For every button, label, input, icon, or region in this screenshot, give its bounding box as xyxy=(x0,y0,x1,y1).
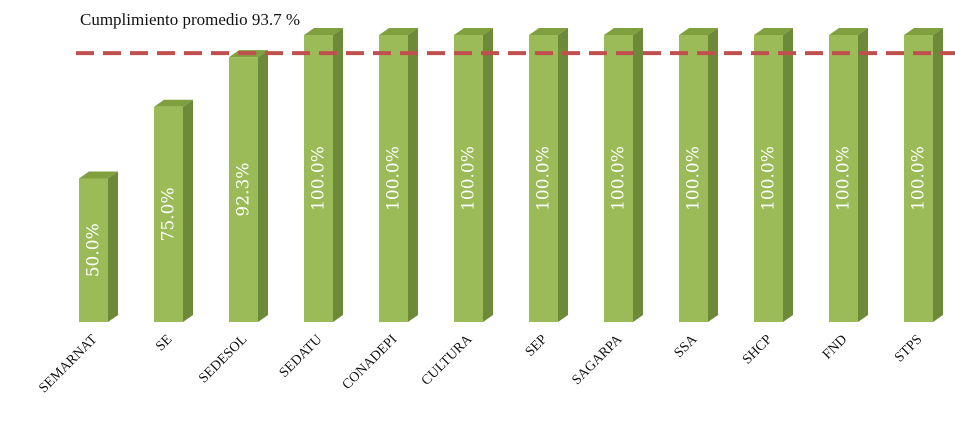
bar-sagarpa: 100.0% xyxy=(604,28,643,322)
category-label: SE xyxy=(153,332,175,354)
bar-conadepi: 100.0% xyxy=(379,28,418,322)
bar-side xyxy=(783,28,793,322)
bar-se: 75.0% xyxy=(154,99,193,322)
category-label: CONADEPI xyxy=(340,332,401,393)
bar-side xyxy=(408,28,418,322)
bar-side xyxy=(108,171,118,322)
bar-stps: 100.0% xyxy=(904,28,943,322)
average-label: Cumplimiento promedio 93.7 % xyxy=(80,10,300,29)
value-label: 100.0% xyxy=(759,146,779,211)
bar-side xyxy=(183,99,193,322)
bars-layer: 50.0% 75.0% 92.3% 100.0% 100.0% 100.0% 100.0% 1… xyxy=(79,28,943,322)
bar-front xyxy=(604,35,633,322)
bar-shcp: 100.0% xyxy=(754,28,793,322)
bar-side xyxy=(558,28,568,322)
category-label: CULTURA xyxy=(419,332,476,389)
bar-top xyxy=(829,28,868,35)
bar-sedesol: 92.3% xyxy=(229,50,268,322)
bar-front xyxy=(154,106,183,322)
category-label: SAGARPA xyxy=(569,332,626,389)
bar-semarnat: 50.0% xyxy=(79,171,118,322)
bar-top xyxy=(904,28,943,35)
value-label: 50.0% xyxy=(84,223,104,277)
bar-top xyxy=(454,28,493,35)
bar-top xyxy=(304,28,343,35)
bar-front xyxy=(529,35,558,322)
category-label: FND xyxy=(820,332,850,362)
bar-front xyxy=(679,35,708,322)
bar-front xyxy=(454,35,483,322)
bar-front xyxy=(229,57,258,322)
bar-side xyxy=(933,28,943,322)
bar-cultura: 100.0% xyxy=(454,28,493,322)
value-label: 92.3% xyxy=(234,163,254,217)
value-label: 100.0% xyxy=(834,146,854,211)
bar-front xyxy=(904,35,933,322)
bar-sedatu: 100.0% xyxy=(304,28,343,322)
bar-front xyxy=(79,178,108,322)
value-label: 100.0% xyxy=(909,146,929,211)
category-label: SEP xyxy=(523,332,551,360)
category-label: STPS xyxy=(892,332,925,365)
bar-side xyxy=(858,28,868,322)
bar-front xyxy=(754,35,783,322)
bar-side xyxy=(258,50,268,322)
category-label: SEDESOL xyxy=(196,332,250,386)
bar-side xyxy=(708,28,718,322)
bar-top xyxy=(79,171,118,179)
value-label: 100.0% xyxy=(459,146,479,211)
bar-top xyxy=(154,99,193,107)
bar-top xyxy=(754,28,793,35)
value-label: 100.0% xyxy=(684,146,704,211)
bar-side xyxy=(483,28,493,322)
bar-front xyxy=(829,35,858,322)
bar-top xyxy=(679,28,718,35)
category-label: SSA xyxy=(672,332,701,361)
value-label: 100.0% xyxy=(534,146,554,211)
bar-ssa: 100.0% xyxy=(679,28,718,322)
category-labels: SEMARNAT SE SEDESOL SEDATU CONADEPI CULTURA SE… xyxy=(36,332,925,397)
category-label: SHCP xyxy=(740,332,776,368)
value-label: 75.0% xyxy=(159,187,179,241)
category-label: SEMARNAT xyxy=(36,332,100,396)
bar-front xyxy=(304,35,333,322)
bar-side xyxy=(333,28,343,322)
bar-front xyxy=(379,35,408,322)
value-label: 100.0% xyxy=(309,146,329,211)
value-label: 100.0% xyxy=(384,146,404,211)
bar-fnd: 100.0% xyxy=(829,28,868,322)
value-label: 100.0% xyxy=(609,146,629,211)
bar-top xyxy=(604,28,643,35)
category-label: SEDATU xyxy=(277,332,326,381)
bar-top xyxy=(529,28,568,35)
bar-sep: 100.0% xyxy=(529,28,568,322)
bar-top xyxy=(379,28,418,35)
bar-side xyxy=(633,28,643,322)
